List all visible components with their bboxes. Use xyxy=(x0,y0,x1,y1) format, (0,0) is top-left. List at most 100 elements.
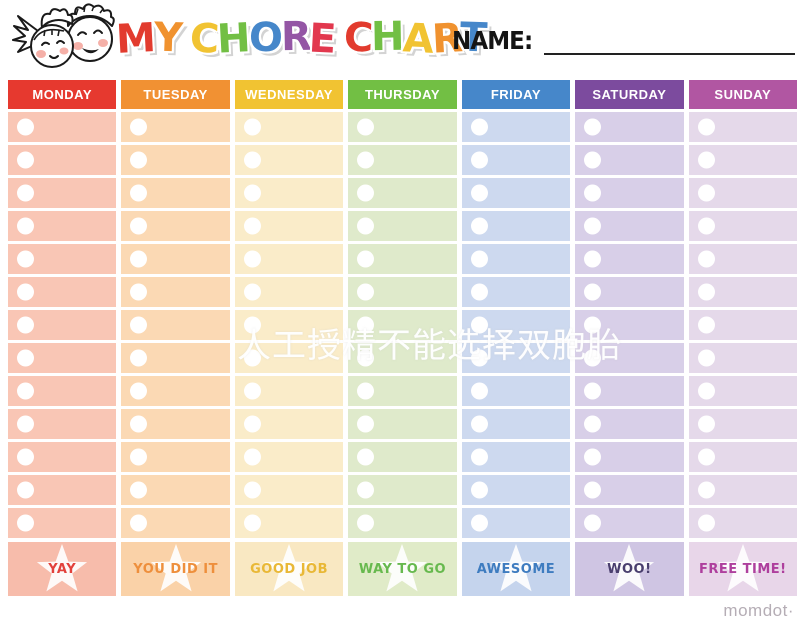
chore-row xyxy=(234,211,344,241)
chore-checkbox-circle xyxy=(130,514,148,532)
title-letter: M xyxy=(114,15,156,63)
chore-row xyxy=(234,178,344,208)
chore-checkbox-circle xyxy=(357,118,375,136)
chore-checkbox-circle xyxy=(130,151,148,169)
title-letter: R xyxy=(280,13,310,61)
title-letter: Y xyxy=(153,14,182,62)
chore-checkbox-circle xyxy=(243,382,261,400)
star-icon xyxy=(377,544,428,592)
chore-row xyxy=(121,409,230,439)
chore-row xyxy=(234,508,344,538)
chore-checkbox-circle xyxy=(357,448,375,466)
chore-checkbox-circle xyxy=(584,481,602,499)
chore-checkbox-circle xyxy=(17,316,34,334)
praise-cell-saturday: WOO! xyxy=(575,542,684,596)
chore-row xyxy=(688,376,797,406)
chore-row xyxy=(688,112,797,142)
chore-row xyxy=(461,145,571,175)
chore-row xyxy=(8,310,117,340)
chore-row xyxy=(688,409,797,439)
chore-checkbox-circle xyxy=(130,118,148,136)
chore-checkbox-circle xyxy=(17,415,34,433)
star-icon xyxy=(263,544,315,592)
chore-checkbox-circle xyxy=(584,184,602,202)
chore-row xyxy=(121,343,230,373)
day-header-sunday: SUNDAY xyxy=(688,80,797,109)
chore-checkbox-circle xyxy=(584,217,602,235)
chore-checkbox-circle xyxy=(697,217,715,235)
chore-row xyxy=(121,277,230,307)
praise-label: GOOD JOB xyxy=(250,561,328,577)
chore-checkbox-circle xyxy=(17,349,34,367)
chore-row xyxy=(8,277,117,307)
chore-row xyxy=(575,211,684,241)
praise-label: WOO! xyxy=(607,561,652,577)
chore-checkbox-circle xyxy=(470,349,488,367)
title-letter: E xyxy=(308,15,336,63)
chore-row xyxy=(121,310,230,340)
chore-checkbox-circle xyxy=(357,382,375,400)
chore-row xyxy=(234,145,344,175)
kids-illustration-icon xyxy=(12,3,115,68)
chore-row xyxy=(121,211,230,241)
star-icon xyxy=(150,544,201,592)
chore-row xyxy=(234,409,344,439)
praise-label: AWESOME xyxy=(476,561,556,577)
chore-row xyxy=(575,145,684,175)
chore-row xyxy=(8,244,117,274)
chore-checkbox-circle xyxy=(130,415,148,433)
chore-row xyxy=(461,508,571,538)
chore-row xyxy=(688,310,797,340)
chore-checkbox-circle xyxy=(130,316,148,334)
chore-row xyxy=(8,145,117,175)
chore-checkbox-circle xyxy=(584,382,602,400)
chore-row xyxy=(234,376,344,406)
chore-checkbox-circle xyxy=(130,448,148,466)
chore-checkbox-circle xyxy=(697,184,715,202)
chore-row xyxy=(461,475,571,505)
chore-row xyxy=(8,409,117,439)
chore-row xyxy=(461,442,571,472)
day-column-wednesday: WEDNESDAY GOOD JOB xyxy=(234,80,344,596)
chore-checkbox-circle xyxy=(17,151,34,169)
chore-row xyxy=(461,112,571,142)
name-blank-line xyxy=(544,53,795,55)
chore-checkbox-circle xyxy=(17,184,34,202)
chore-row xyxy=(8,112,117,142)
chore-checkbox-circle xyxy=(584,415,602,433)
chore-row xyxy=(575,376,684,406)
chore-checkbox-circle xyxy=(470,184,488,202)
chore-row xyxy=(348,211,457,241)
chore-checkbox-circle xyxy=(470,415,488,433)
chore-checkbox-circle xyxy=(17,481,34,499)
chore-checkbox-circle xyxy=(357,481,375,499)
chore-checkbox-circle xyxy=(243,448,261,466)
chore-checkbox-circle xyxy=(243,514,261,532)
chore-row xyxy=(348,376,457,406)
chore-row xyxy=(8,508,117,538)
chore-checkbox-circle xyxy=(697,283,715,301)
chore-checkbox-circle xyxy=(697,382,715,400)
chore-row xyxy=(461,343,571,373)
title-letter: C xyxy=(188,15,219,63)
day-header-tuesday: TUESDAY xyxy=(121,80,230,109)
chore-checkbox-circle xyxy=(470,151,488,169)
chore-row xyxy=(688,178,797,208)
chore-row xyxy=(121,376,230,406)
chore-row xyxy=(8,376,117,406)
chore-row xyxy=(575,508,684,538)
chore-checkbox-circle xyxy=(357,283,375,301)
title-letter: H xyxy=(216,15,250,63)
chore-row xyxy=(575,442,684,472)
chore-row xyxy=(575,310,684,340)
praise-label: FREE TIME! xyxy=(698,561,787,577)
chore-checkbox-circle xyxy=(697,250,715,268)
chore-row xyxy=(575,178,684,208)
chore-row xyxy=(234,244,344,274)
chore-checkbox-circle xyxy=(584,250,602,268)
chore-grid: MONDAY YAY TUESDAY YOU DID IT WEDNESDAY GOOD … xyxy=(8,80,797,596)
chore-checkbox-circle xyxy=(130,349,148,367)
chore-row xyxy=(688,442,797,472)
chore-checkbox-circle xyxy=(584,349,602,367)
